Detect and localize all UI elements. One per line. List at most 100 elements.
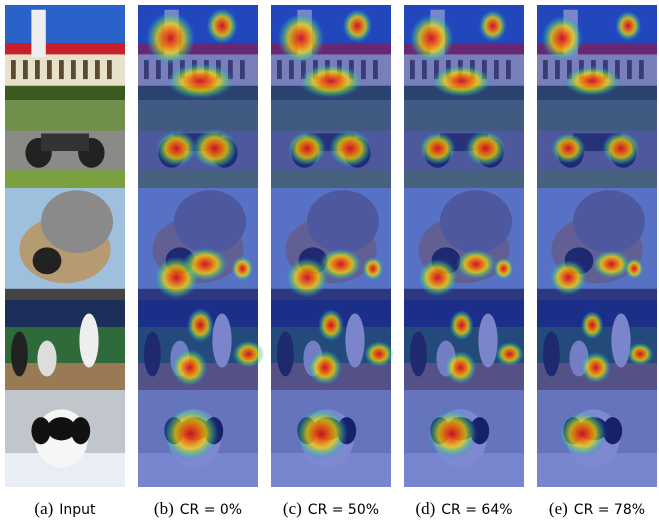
shape [41, 133, 89, 151]
heatmap-image [404, 300, 524, 390]
caption-label: (c) [283, 499, 302, 518]
heatmap-blob [493, 257, 513, 280]
shape [59, 60, 64, 79]
shape [23, 60, 28, 79]
heatmap-blob [329, 129, 372, 167]
heatmap-blob [563, 66, 621, 96]
shape [79, 314, 98, 368]
heatmap-blob [277, 13, 325, 64]
heatmap-blob [581, 311, 604, 340]
caption-label: (e) [549, 499, 568, 518]
heatmap-blob [187, 308, 214, 342]
heatmap-image [138, 300, 264, 390]
shape [5, 43, 125, 54]
caption-text: CR = 64% [441, 502, 512, 518]
input-image [5, 300, 125, 390]
heatmap-blob [192, 128, 238, 168]
heatmap-image [271, 390, 391, 487]
shape [71, 417, 90, 444]
shape [37, 341, 56, 377]
heatmap-blob [166, 63, 234, 99]
shape [35, 60, 40, 79]
shape [31, 10, 45, 58]
heatmap-image [404, 5, 524, 100]
heatmap-blob [495, 342, 524, 366]
heatmap-image [537, 390, 657, 487]
figure: (a)Input (b) CR = 0% (c)CR = 50% (d) CR = 64%… [0, 0, 659, 523]
shape [5, 170, 125, 188]
heatmap-blob [299, 64, 364, 98]
heatmap-image [537, 5, 657, 100]
heatmap-blob [419, 132, 456, 165]
heatmap-blob [308, 350, 343, 386]
heatmap-blob [602, 132, 640, 166]
shape [41, 190, 113, 253]
heatmap-image [271, 300, 394, 390]
heatmap-blob [627, 342, 654, 365]
heatmap-image [271, 5, 391, 100]
caption: (a)Input [34, 499, 96, 518]
heatmap-blob [465, 130, 506, 166]
heatmap-blob [625, 258, 644, 280]
heatmap-image [271, 100, 391, 188]
heatmap-blob [231, 256, 254, 282]
caption: (e) CR = 78% [549, 499, 645, 518]
shape [95, 60, 100, 79]
shape [107, 60, 112, 79]
heatmap-image [537, 100, 657, 188]
heatmap-blob [145, 11, 195, 65]
shape [11, 332, 28, 377]
caption-label: (b) [154, 499, 174, 518]
heatmap-blob [156, 130, 197, 167]
heatmap-blob [162, 406, 219, 461]
input-image [5, 100, 125, 188]
heatmap-blob [615, 11, 642, 41]
caption: (b) CR = 0% [154, 499, 242, 518]
shape [5, 289, 125, 300]
heatmap-blob [182, 247, 228, 281]
input-image [5, 390, 125, 487]
caption: (d) CR = 64% [415, 499, 512, 518]
heatmap-image [271, 188, 391, 300]
heatmap-blob [319, 248, 362, 280]
input-image [5, 188, 125, 300]
caption-text: CR = 78% [574, 502, 645, 518]
heatmap-image [537, 188, 657, 300]
caption-text: Input [59, 502, 96, 518]
shape [47, 60, 52, 79]
heatmap-blob [232, 340, 264, 367]
heatmap-blob [549, 260, 587, 296]
input-image [5, 5, 125, 100]
caption: (c)CR = 50% [283, 499, 379, 518]
heatmap-blob [456, 249, 497, 279]
heatmap-blob [362, 257, 384, 281]
heatmap-blob [294, 407, 348, 459]
shape [83, 60, 88, 79]
heatmap-blob [318, 309, 344, 341]
shape [71, 60, 76, 79]
heatmap-blob [171, 349, 207, 387]
heatmap-blob [541, 15, 583, 61]
heatmap-image [138, 188, 258, 300]
shape [33, 247, 62, 274]
heatmap-blob [417, 259, 458, 297]
heatmap-image [404, 390, 524, 487]
heatmap-blob [431, 65, 492, 97]
heatmap-blob [288, 131, 327, 166]
heatmap-blob [479, 10, 508, 42]
heatmap-image [404, 188, 524, 300]
caption-label: (d) [415, 499, 435, 518]
shape [11, 60, 16, 79]
heatmap-blob [449, 310, 473, 341]
heatmap-blob [342, 9, 372, 43]
heatmap-blob [206, 8, 238, 44]
heatmap-image [138, 390, 258, 487]
shape [31, 417, 50, 444]
heatmap-blob [580, 352, 611, 384]
page: {"captions": [ {"label": "(a)", "text": … [0, 0, 659, 523]
heatmap-image [138, 100, 258, 188]
caption-text: CR = 0% [180, 502, 242, 518]
heatmap-blob [592, 250, 630, 279]
heatmap-blob [427, 409, 478, 458]
shape [5, 300, 125, 327]
